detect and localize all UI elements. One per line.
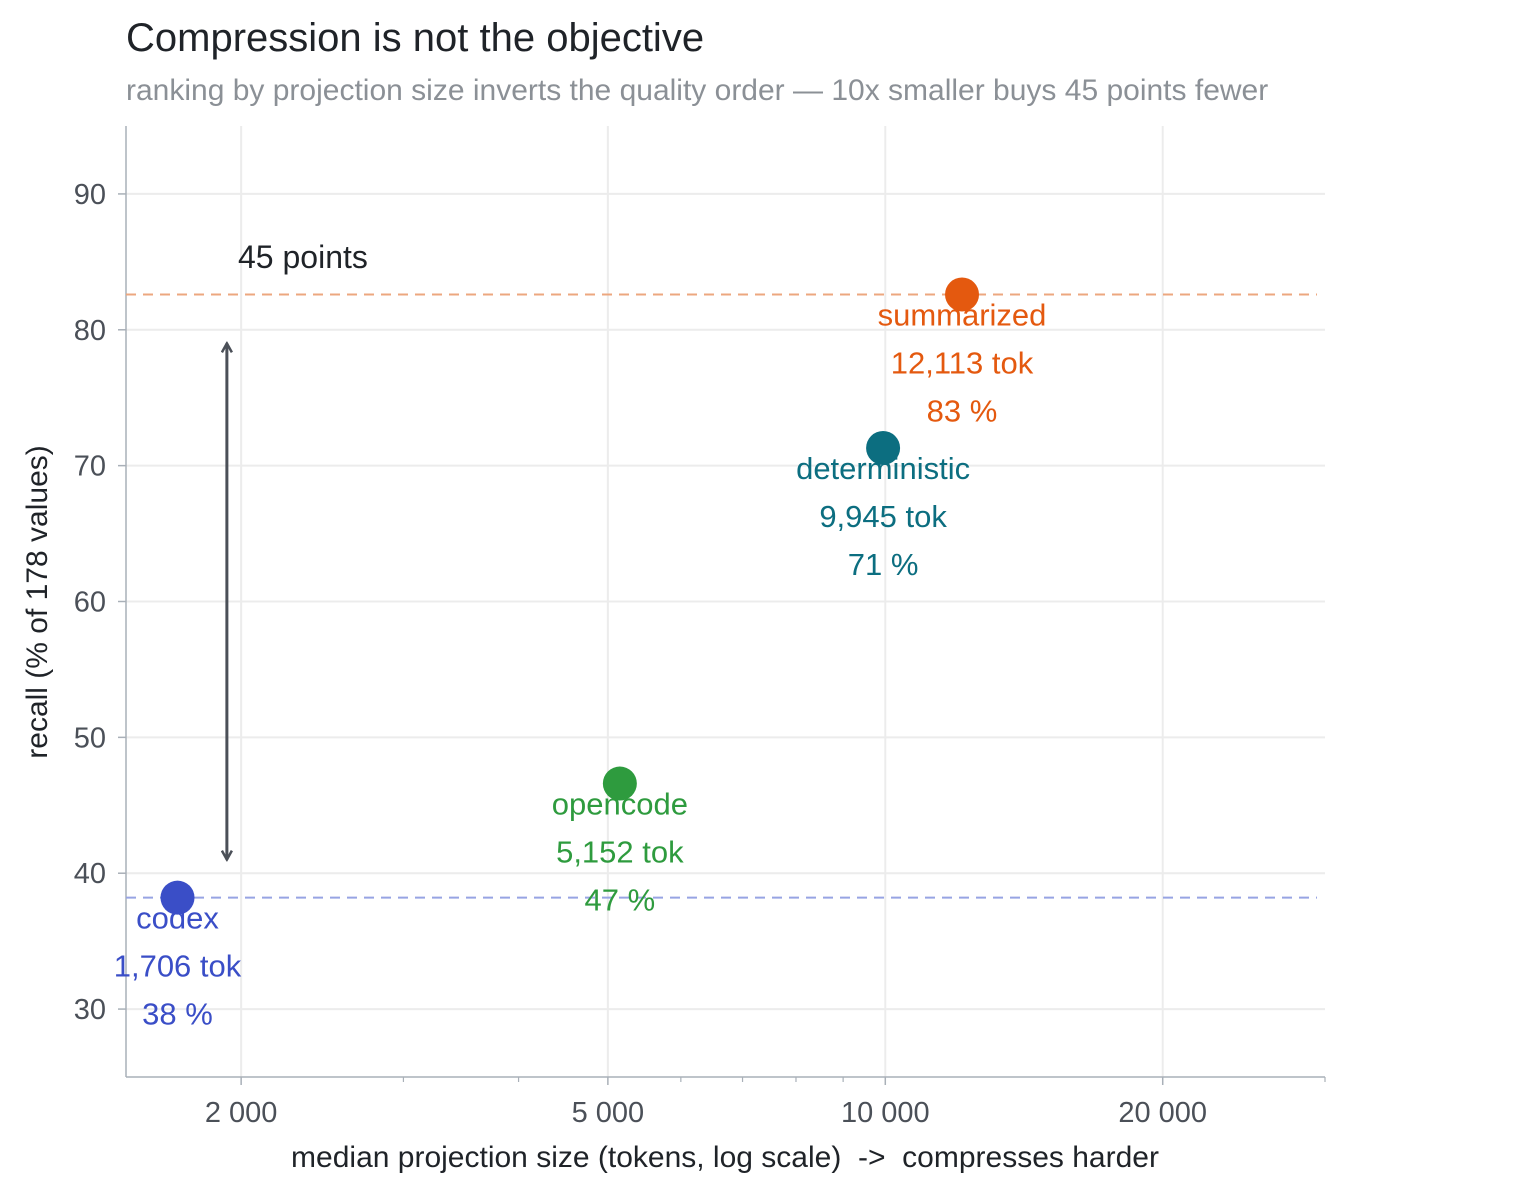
point-label: 83 % — [927, 393, 998, 428]
point-label: 38 % — [142, 997, 213, 1032]
y-tick-label: 40 — [74, 858, 106, 890]
point-label: deterministic — [796, 451, 970, 486]
point-label: 12,113 tok — [891, 345, 1034, 380]
y-tick-label: 30 — [74, 994, 106, 1026]
point-label: 9,945 tok — [819, 499, 947, 534]
annotation: 45 points — [227, 239, 368, 860]
point-label: opencode — [552, 787, 688, 822]
chart-title: Compression is not the objective — [126, 16, 705, 60]
grid — [126, 126, 1325, 1077]
point-deterministic — [866, 430, 901, 465]
x-tick-label: 5 000 — [572, 1097, 645, 1129]
x-tick-label: 10 000 — [841, 1097, 930, 1129]
x-axis-label: median projection size (tokens, log scal… — [291, 1141, 1159, 1174]
x-tick-label: 2 000 — [205, 1097, 278, 1129]
y-tick-label: 90 — [74, 179, 106, 211]
point-summarized — [945, 277, 980, 312]
y-axis-label: recall (% of 178 values) — [21, 445, 54, 758]
data-points: codex 1,706 tok 38 % opencode 5,152 tok 47 % d… — [114, 277, 1047, 1032]
point-label: 71 % — [848, 547, 919, 582]
point-label: 5,152 tok — [556, 835, 684, 870]
y-tick-label: 80 — [74, 315, 106, 347]
point-label: summarized — [878, 297, 1047, 332]
y-tick-label: 70 — [74, 451, 106, 483]
axes: 30 40 50 60 70 80 90 2 000 5 000 10 000 20 000 — [74, 126, 1326, 1129]
y-tick-label: 60 — [74, 587, 106, 619]
x-tick-label: 20 000 — [1118, 1097, 1207, 1129]
annotation-label: 45 points — [238, 239, 368, 275]
chart-subtitle: ranking by projection size inverts the q… — [126, 74, 1269, 107]
point-opencode — [602, 766, 637, 801]
point-label: 47 % — [585, 883, 656, 918]
y-tick-label: 50 — [74, 722, 106, 754]
point-codex — [160, 880, 195, 915]
reference-lines — [126, 293, 1317, 899]
point-label: codex — [136, 901, 219, 936]
point-label: 1,706 tok — [114, 949, 242, 984]
